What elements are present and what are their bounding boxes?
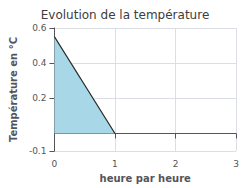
svg-text:Evolution de la température: Evolution de la température bbox=[41, 8, 210, 22]
svg-text:0.6: 0.6 bbox=[32, 23, 47, 33]
svg-text:3: 3 bbox=[233, 159, 239, 169]
svg-text:0.4: 0.4 bbox=[32, 58, 47, 68]
svg-text:1: 1 bbox=[112, 159, 118, 169]
svg-text:2: 2 bbox=[173, 159, 179, 169]
svg-text:-0.1: -0.1 bbox=[29, 146, 47, 156]
svg-text:Température en °C: Température en °C bbox=[8, 37, 19, 142]
svg-text:0: 0 bbox=[52, 159, 58, 169]
svg-text:heure par heure: heure par heure bbox=[100, 173, 191, 184]
svg-text:0.2: 0.2 bbox=[32, 93, 46, 103]
